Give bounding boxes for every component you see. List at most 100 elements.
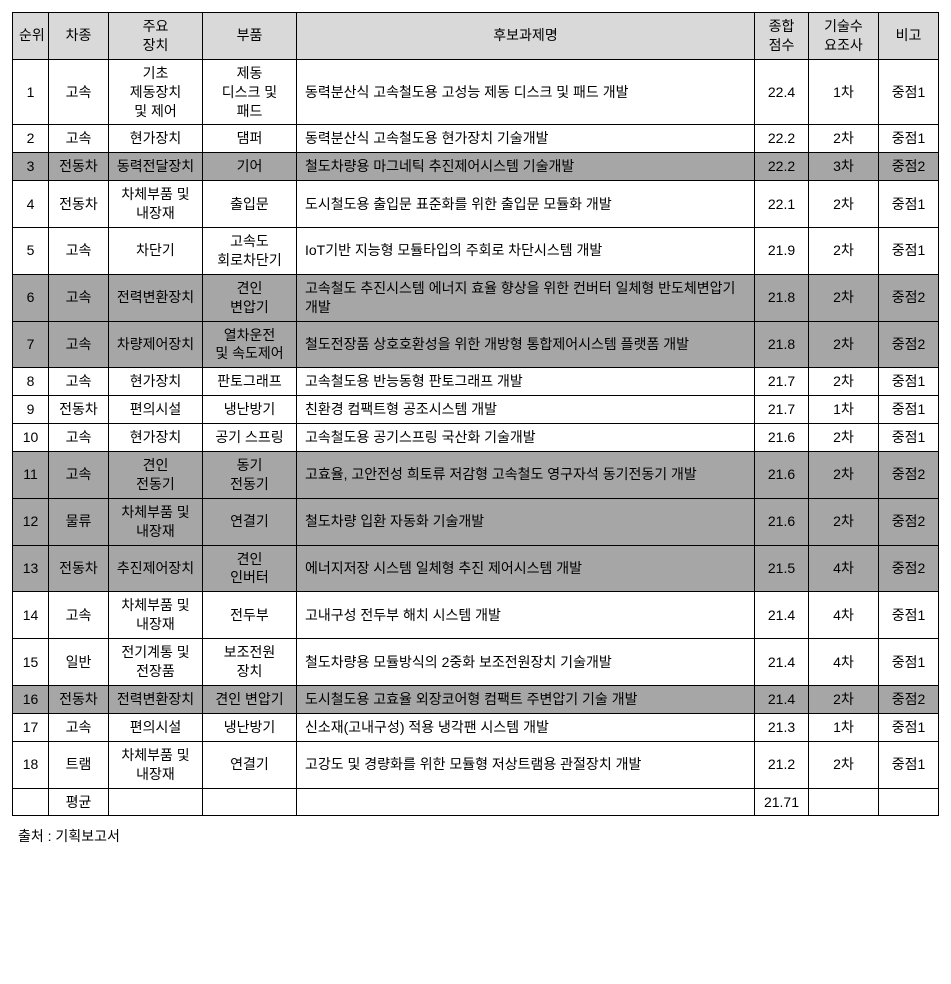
cell-score: 21.5 bbox=[755, 545, 809, 592]
cell-empty bbox=[109, 788, 203, 816]
cell-score: 22.1 bbox=[755, 181, 809, 228]
cell-project: 신소재(고내구성) 적용 냉각팬 시스템 개발 bbox=[297, 713, 755, 741]
cell-part: 판토그래프 bbox=[203, 368, 297, 396]
cell-survey: 2차 bbox=[809, 741, 879, 788]
cell-rank: 16 bbox=[13, 685, 49, 713]
cell-device: 차체부품 및 내장재 bbox=[109, 498, 203, 545]
cell-survey: 4차 bbox=[809, 639, 879, 686]
cell-rank: 11 bbox=[13, 452, 49, 499]
cell-note: 중점2 bbox=[879, 153, 939, 181]
column-header: 후보과제명 bbox=[297, 13, 755, 60]
cell-device: 차체부품 및 내장재 bbox=[109, 741, 203, 788]
cell-note: 중점1 bbox=[879, 639, 939, 686]
cell-part: 냉난방기 bbox=[203, 713, 297, 741]
cell-device: 차단기 bbox=[109, 228, 203, 275]
table-row: 3전동차동력전달장치기어철도차량용 마그네틱 추진제어시스템 기술개발22.23… bbox=[13, 153, 939, 181]
cell-rank: 1 bbox=[13, 59, 49, 125]
cell-type: 고속 bbox=[49, 368, 109, 396]
cell-survey: 2차 bbox=[809, 125, 879, 153]
cell-device: 편의시설 bbox=[109, 713, 203, 741]
cell-score: 21.7 bbox=[755, 368, 809, 396]
cell-project: 고속철도용 공기스프링 국산화 기술개발 bbox=[297, 424, 755, 452]
cell-note: 중점2 bbox=[879, 274, 939, 321]
cell-part: 견인 인버터 bbox=[203, 545, 297, 592]
cell-project: 고속철도 추진시스템 에너지 효율 향상을 위한 컨버터 일체형 반도체변압기 … bbox=[297, 274, 755, 321]
cell-score: 22.2 bbox=[755, 125, 809, 153]
cell-survey: 2차 bbox=[809, 274, 879, 321]
cell-project: IoT기반 지능형 모듈타입의 주회로 차단시스템 개발 bbox=[297, 228, 755, 275]
cell-type: 전동차 bbox=[49, 545, 109, 592]
table-body: 1고속기초 제동장치 및 제어제동 디스크 및 패드동력분산식 고속철도용 고성… bbox=[13, 59, 939, 816]
cell-type: 전동차 bbox=[49, 153, 109, 181]
cell-rank: 4 bbox=[13, 181, 49, 228]
cell-score: 21.4 bbox=[755, 592, 809, 639]
table-row-average: 평균21.71 bbox=[13, 788, 939, 816]
cell-rank: 10 bbox=[13, 424, 49, 452]
cell-type: 고속 bbox=[49, 125, 109, 153]
table-row: 5고속차단기고속도 회로차단기IoT기반 지능형 모듈타입의 주회로 차단시스템… bbox=[13, 228, 939, 275]
cell-survey: 2차 bbox=[809, 685, 879, 713]
column-header: 순위 bbox=[13, 13, 49, 60]
table-row: 8고속현가장치판토그래프고속철도용 반능동형 판토그래프 개발21.72차중점1 bbox=[13, 368, 939, 396]
table-row: 7고속차량제어장치열차운전 및 속도제어철도전장품 상호호환성을 위한 개방형 … bbox=[13, 321, 939, 368]
cell-project: 도시철도용 출입문 표준화를 위한 출입문 모듈화 개발 bbox=[297, 181, 755, 228]
cell-type: 고속 bbox=[49, 713, 109, 741]
cell-score: 21.8 bbox=[755, 274, 809, 321]
cell-type: 전동차 bbox=[49, 181, 109, 228]
cell-note: 중점1 bbox=[879, 368, 939, 396]
cell-part: 견인 변압기 bbox=[203, 685, 297, 713]
table-row: 10고속현가장치공기 스프링고속철도용 공기스프링 국산화 기술개발21.62차… bbox=[13, 424, 939, 452]
cell-part: 기어 bbox=[203, 153, 297, 181]
cell-score: 21.9 bbox=[755, 228, 809, 275]
cell-note: 중점1 bbox=[879, 424, 939, 452]
cell-project: 철도차량 입환 자동화 기술개발 bbox=[297, 498, 755, 545]
cell-rank: 14 bbox=[13, 592, 49, 639]
cell-device: 편의시설 bbox=[109, 396, 203, 424]
column-header: 차종 bbox=[49, 13, 109, 60]
cell-device: 동력전달장치 bbox=[109, 153, 203, 181]
cell-type: 고속 bbox=[49, 452, 109, 499]
cell-survey: 4차 bbox=[809, 592, 879, 639]
cell-survey: 2차 bbox=[809, 181, 879, 228]
cell-empty bbox=[297, 788, 755, 816]
column-header: 비고 bbox=[879, 13, 939, 60]
cell-rank: 18 bbox=[13, 741, 49, 788]
cell-score: 21.6 bbox=[755, 498, 809, 545]
cell-note: 중점1 bbox=[879, 125, 939, 153]
cell-rank: 9 bbox=[13, 396, 49, 424]
candidate-projects-table: 순위차종주요 장치부품후보과제명종합 점수기술수 요조사비고 1고속기초 제동장… bbox=[12, 12, 939, 816]
cell-project: 철도차량용 모듈방식의 2중화 보조전원장치 기술개발 bbox=[297, 639, 755, 686]
table-row: 14고속차체부품 및 내장재전두부고내구성 전두부 해치 시스템 개발21.44… bbox=[13, 592, 939, 639]
cell-project: 동력분산식 고속철도용 현가장치 기술개발 bbox=[297, 125, 755, 153]
cell-part: 연결기 bbox=[203, 741, 297, 788]
cell-rank: 6 bbox=[13, 274, 49, 321]
table-row: 2고속현가장치댐퍼동력분산식 고속철도용 현가장치 기술개발22.22차중점1 bbox=[13, 125, 939, 153]
cell-note: 중점2 bbox=[879, 452, 939, 499]
cell-survey: 2차 bbox=[809, 424, 879, 452]
cell-survey: 2차 bbox=[809, 321, 879, 368]
cell-type: 전동차 bbox=[49, 396, 109, 424]
cell-type: 고속 bbox=[49, 592, 109, 639]
cell-part: 제동 디스크 및 패드 bbox=[203, 59, 297, 125]
table-row: 18트램차체부품 및 내장재연결기고강도 및 경량화를 위한 모듈형 저상트램용… bbox=[13, 741, 939, 788]
table-header: 순위차종주요 장치부품후보과제명종합 점수기술수 요조사비고 bbox=[13, 13, 939, 60]
cell-survey: 2차 bbox=[809, 498, 879, 545]
cell-score: 22.2 bbox=[755, 153, 809, 181]
cell-average-value: 21.71 bbox=[755, 788, 809, 816]
cell-part: 출입문 bbox=[203, 181, 297, 228]
cell-part: 열차운전 및 속도제어 bbox=[203, 321, 297, 368]
cell-score: 21.8 bbox=[755, 321, 809, 368]
column-header: 기술수 요조사 bbox=[809, 13, 879, 60]
cell-device: 차량제어장치 bbox=[109, 321, 203, 368]
cell-project: 고내구성 전두부 해치 시스템 개발 bbox=[297, 592, 755, 639]
table-row: 17고속편의시설냉난방기신소재(고내구성) 적용 냉각팬 시스템 개발21.31… bbox=[13, 713, 939, 741]
cell-project: 철도차량용 마그네틱 추진제어시스템 기술개발 bbox=[297, 153, 755, 181]
cell-type: 고속 bbox=[49, 424, 109, 452]
cell-survey: 2차 bbox=[809, 368, 879, 396]
cell-note: 중점2 bbox=[879, 685, 939, 713]
cell-note: 중점1 bbox=[879, 181, 939, 228]
cell-project: 고강도 및 경량화를 위한 모듈형 저상트램용 관절장치 개발 bbox=[297, 741, 755, 788]
cell-device: 차체부품 및 내장재 bbox=[109, 181, 203, 228]
cell-project: 도시철도용 고효율 외장코어형 컴팩트 주변압기 기술 개발 bbox=[297, 685, 755, 713]
cell-device: 현가장치 bbox=[109, 368, 203, 396]
